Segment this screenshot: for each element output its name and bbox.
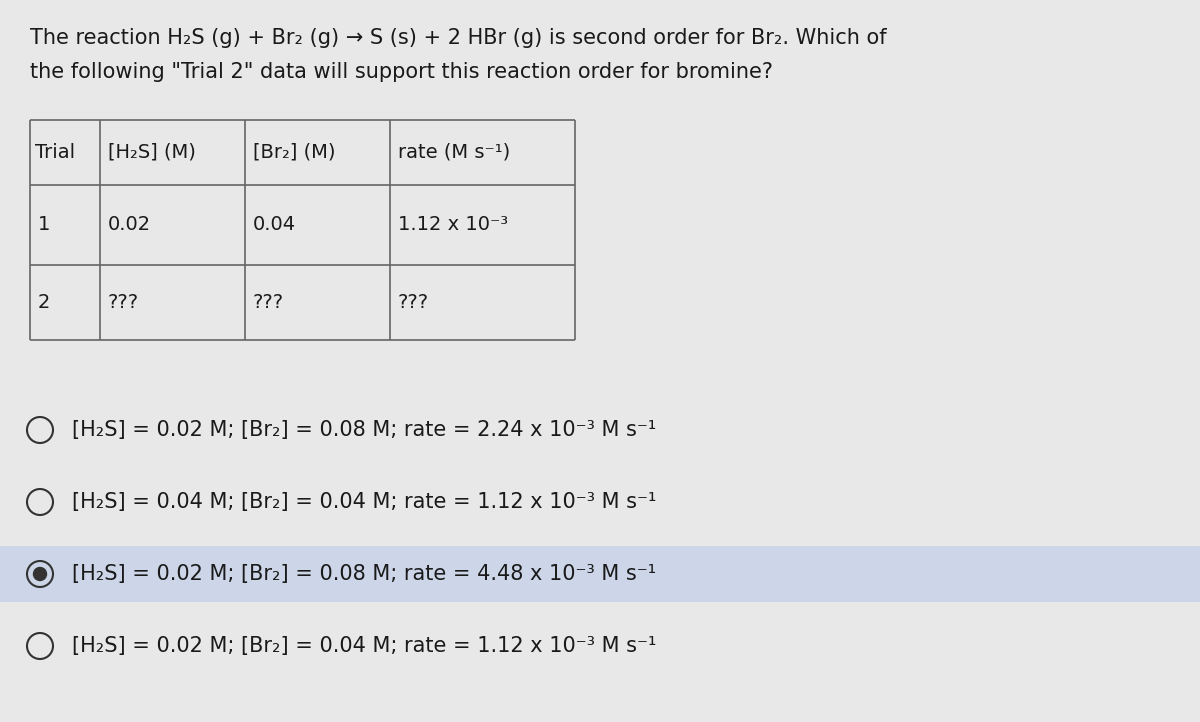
Text: ???: ??? [398, 293, 430, 312]
Text: Trial: Trial [35, 143, 76, 162]
Text: 0.04: 0.04 [253, 215, 296, 235]
Text: [H₂S] = 0.04 M; [Br₂] = 0.04 M; rate = 1.12 x 10⁻³ M s⁻¹: [H₂S] = 0.04 M; [Br₂] = 0.04 M; rate = 1… [72, 492, 656, 512]
Text: 2: 2 [38, 293, 50, 312]
Text: [H₂S] = 0.02 M; [Br₂] = 0.08 M; rate = 4.48 x 10⁻³ M s⁻¹: [H₂S] = 0.02 M; [Br₂] = 0.08 M; rate = 4… [72, 564, 656, 584]
Text: [H₂S] (M): [H₂S] (M) [108, 143, 196, 162]
Text: rate (M s⁻¹): rate (M s⁻¹) [398, 143, 510, 162]
Text: ???: ??? [253, 293, 284, 312]
Text: 1.12 x 10⁻³: 1.12 x 10⁻³ [398, 215, 508, 235]
Text: the following "Trial 2" data will support this reaction order for bromine?: the following "Trial 2" data will suppor… [30, 62, 773, 82]
Text: 1: 1 [38, 215, 50, 235]
Bar [0, 546, 1200, 602]
Text: 0.02: 0.02 [108, 215, 151, 235]
Text: [H₂S] = 0.02 M; [Br₂] = 0.08 M; rate = 2.24 x 10⁻³ M s⁻¹: [H₂S] = 0.02 M; [Br₂] = 0.08 M; rate = 2… [72, 420, 656, 440]
Text: [Br₂] (M): [Br₂] (M) [253, 143, 336, 162]
Text: ???: ??? [108, 293, 139, 312]
Text: [H₂S] = 0.02 M; [Br₂] = 0.04 M; rate = 1.12 x 10⁻³ M s⁻¹: [H₂S] = 0.02 M; [Br₂] = 0.04 M; rate = 1… [72, 636, 656, 656]
Text: The reaction H₂S (g) + Br₂ (g) → S (s) + 2 HBr (g) is second order for Br₂. Whic: The reaction H₂S (g) + Br₂ (g) → S (s) +… [30, 28, 887, 48]
Circle shape [34, 567, 47, 580]
